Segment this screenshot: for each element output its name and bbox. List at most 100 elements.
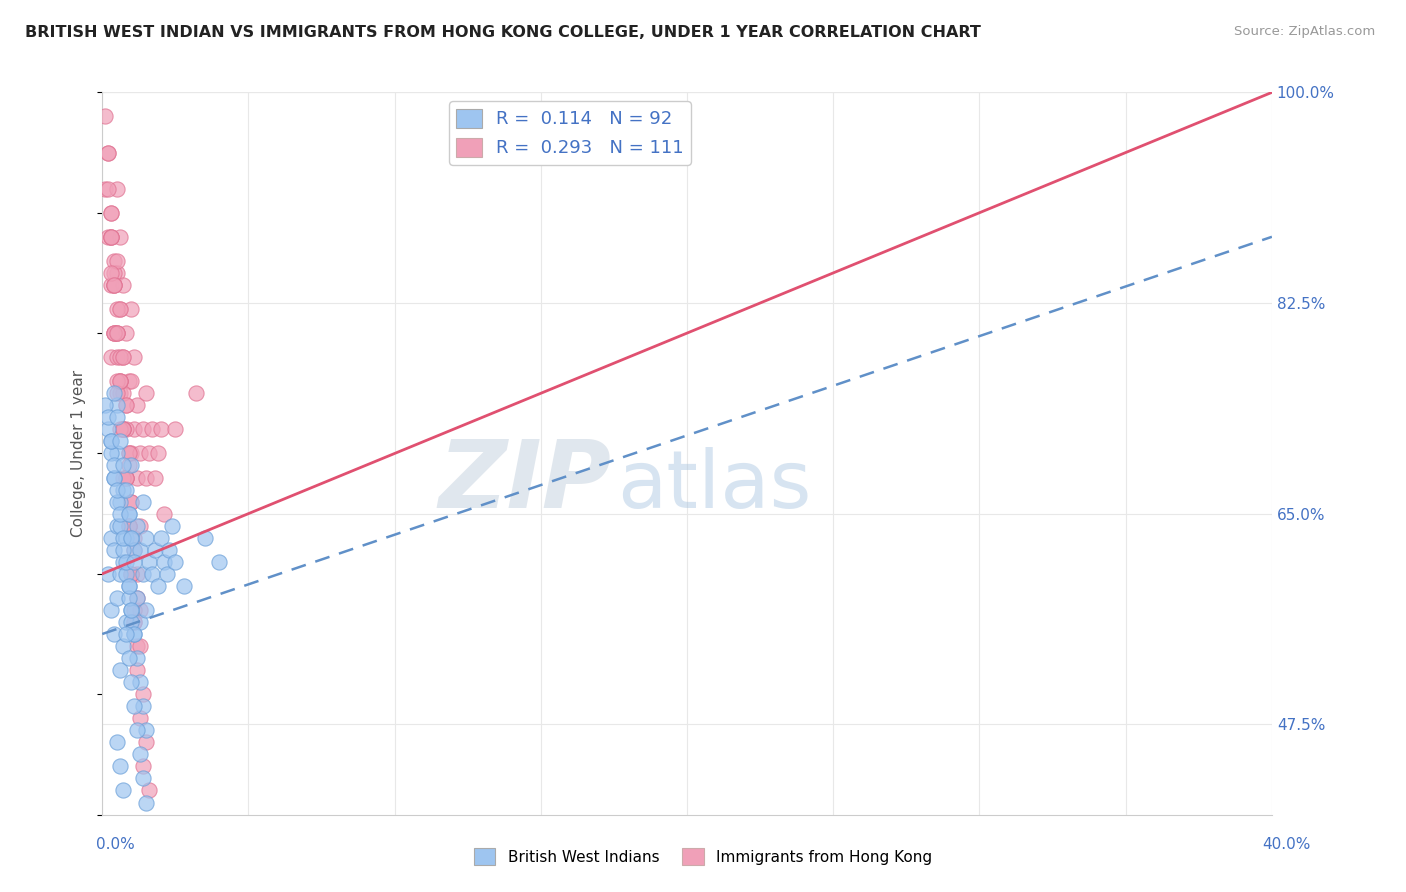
Point [135, 470, 157, 484]
Point [135, 531, 157, 545]
Point [149, 422, 172, 436]
Point [127, 398, 149, 412]
Point [129, 675, 152, 690]
Point [103, 458, 125, 473]
Point [97, 181, 120, 195]
Point [120, 494, 142, 508]
Point [108, 350, 131, 364]
Point [117, 507, 139, 521]
Point [111, 422, 134, 436]
Point [132, 699, 155, 714]
Point [127, 639, 149, 653]
Point [117, 458, 139, 473]
Point [120, 603, 142, 617]
Point [105, 326, 128, 340]
Point [100, 205, 122, 219]
Point [111, 350, 134, 364]
Point [105, 301, 128, 316]
Point [100, 446, 122, 460]
Point [129, 747, 152, 762]
Point [132, 687, 155, 701]
Point [111, 350, 134, 364]
Point [124, 531, 146, 545]
Point [111, 277, 134, 292]
Point [108, 507, 131, 521]
Point [127, 518, 149, 533]
Point [111, 386, 134, 401]
Point [127, 723, 149, 738]
Point [111, 783, 134, 797]
Point [124, 615, 146, 629]
Point [141, 566, 163, 581]
Point [117, 374, 139, 388]
Point [108, 566, 131, 581]
Point [108, 518, 131, 533]
Point [111, 422, 134, 436]
Point [129, 603, 152, 617]
Point [105, 410, 128, 425]
Point [100, 434, 122, 449]
Point [184, 386, 207, 401]
Legend: R =  0.114   N = 92, R =  0.293   N = 111: R = 0.114 N = 92, R = 0.293 N = 111 [449, 102, 690, 165]
Point [105, 483, 128, 497]
Point [129, 446, 152, 460]
Point [111, 422, 134, 436]
Point [127, 566, 149, 581]
Point [193, 531, 215, 545]
Point [138, 820, 160, 834]
Point [100, 531, 122, 545]
Point [111, 639, 134, 653]
Point [111, 458, 134, 473]
Point [120, 374, 142, 388]
Point [117, 579, 139, 593]
Point [117, 579, 139, 593]
Point [120, 531, 142, 545]
Point [138, 446, 160, 460]
Point [103, 386, 125, 401]
Point [103, 266, 125, 280]
Point [149, 531, 172, 545]
Point [114, 627, 136, 641]
Point [103, 253, 125, 268]
Y-axis label: College, Under 1 year: College, Under 1 year [72, 370, 86, 537]
Point [124, 603, 146, 617]
Point [162, 518, 184, 533]
Point [105, 494, 128, 508]
Point [120, 566, 142, 581]
Point [94, 398, 117, 412]
Point [100, 266, 122, 280]
Point [132, 772, 155, 786]
Point [146, 446, 169, 460]
Point [124, 422, 146, 436]
Point [103, 277, 125, 292]
Point [159, 542, 181, 557]
Point [114, 398, 136, 412]
Point [146, 579, 169, 593]
Point [120, 615, 142, 629]
Point [141, 844, 163, 858]
Point [135, 796, 157, 810]
Point [97, 145, 120, 160]
Point [117, 446, 139, 460]
Text: ZIP: ZIP [439, 436, 612, 528]
Point [108, 386, 131, 401]
Text: Source: ZipAtlas.com: Source: ZipAtlas.com [1234, 25, 1375, 38]
Point [120, 566, 142, 581]
Point [103, 627, 125, 641]
Point [105, 446, 128, 460]
Point [132, 566, 155, 581]
Point [105, 326, 128, 340]
Text: atlas: atlas [617, 447, 811, 525]
Point [94, 110, 117, 124]
Point [117, 651, 139, 665]
Point [100, 229, 122, 244]
Point [141, 422, 163, 436]
Point [105, 398, 128, 412]
Point [114, 566, 136, 581]
Point [103, 470, 125, 484]
Point [114, 422, 136, 436]
Point [143, 880, 166, 892]
Point [97, 566, 120, 581]
Point [114, 531, 136, 545]
Point [152, 555, 174, 569]
